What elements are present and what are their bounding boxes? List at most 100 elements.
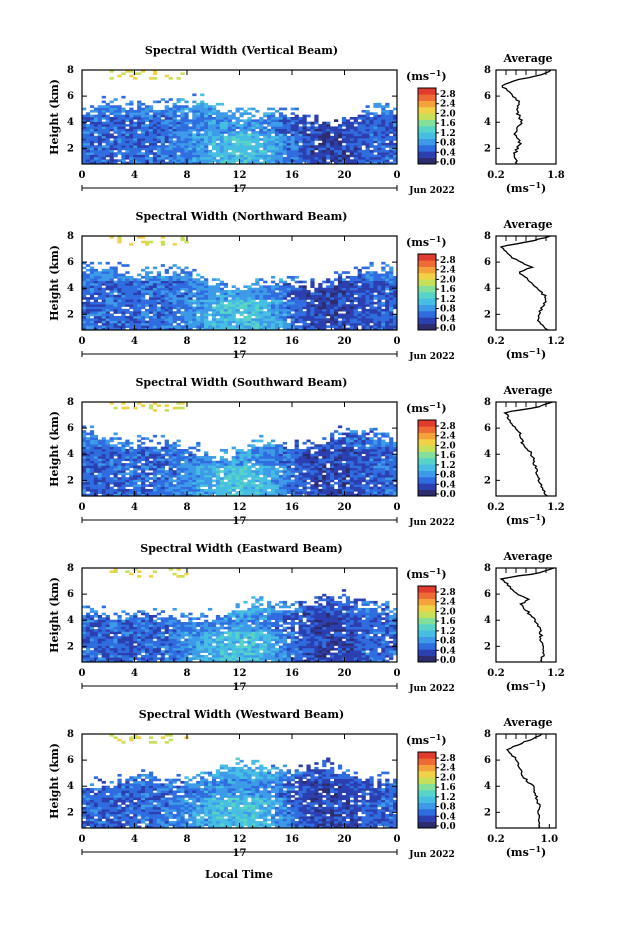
x-tick-label: 0	[394, 834, 401, 845]
y-tick-label: 6	[67, 423, 74, 434]
average-y-tick-label: 6	[484, 589, 491, 600]
average-title: Average	[502, 550, 552, 563]
colorbar-tick-label: 0.0	[440, 324, 456, 334]
x-tick-label: 4	[131, 170, 138, 181]
average-panel: Average 2 4 6 8 0.2 1.0(ms−1)	[484, 716, 558, 859]
colorbar-swatch	[418, 752, 436, 759]
colorbar-swatch	[418, 260, 436, 267]
colorbar-tick-label: 2.0	[440, 773, 456, 783]
colorbar-swatch	[418, 809, 436, 816]
chart-title: Spectral Width (Westward Beam)	[139, 708, 344, 721]
colorbar-tick-label: 0.4	[440, 148, 456, 158]
colorbar-swatch	[418, 426, 436, 433]
colorbar-swatch	[418, 592, 436, 599]
x-tick-label: 16	[285, 336, 299, 347]
average-y-tick-label: 8	[484, 397, 491, 408]
colorbar-swatch	[418, 100, 436, 108]
month-label: Jun 2022	[408, 352, 455, 362]
colorbar-swatch	[418, 304, 436, 312]
colorbar-swatch	[418, 483, 436, 490]
x-tick-label: 16	[285, 668, 299, 679]
date-label: 17	[233, 516, 247, 527]
panel-3: Spectral Width (Southward Beam)0 4 8 12 16 20…	[48, 376, 565, 528]
average-y-tick-label: 6	[484, 423, 491, 434]
x-tick-label: 0	[79, 170, 86, 181]
colorbar-unit: (ms−1)	[406, 68, 447, 83]
colorbar-tick-label: 2.0	[440, 109, 456, 119]
colorbar-swatch	[418, 151, 436, 158]
heatmap-field	[82, 734, 398, 829]
colorbar-tick-label: 0.4	[440, 314, 456, 324]
colorbar-swatch	[418, 285, 436, 293]
average-title: Average	[502, 716, 552, 729]
colorbar-swatch	[418, 138, 436, 146]
date-label: 17	[233, 184, 247, 195]
colorbar-swatch	[418, 292, 436, 299]
y-tick-label: 8	[67, 563, 74, 574]
colorbar-tick-label: 0.0	[440, 490, 456, 500]
average-title: Average	[502, 218, 552, 231]
panel-4: Spectral Width (Eastward Beam)0 4 8 12 16 20 0…	[48, 542, 565, 694]
average-profile-line	[499, 235, 551, 331]
y-axis-label: Height (km)	[48, 577, 61, 653]
colorbar-swatch	[418, 796, 436, 803]
chart-title: Spectral Width (Southward Beam)	[135, 376, 347, 389]
average-x-unit: (ms−1)	[506, 844, 547, 859]
average-y-tick-label: 4	[484, 117, 491, 128]
colorbar-swatch	[418, 586, 436, 593]
y-tick-label: 8	[67, 231, 74, 242]
colorbar-swatch	[418, 439, 436, 446]
colorbar-tick-label: 2.0	[440, 275, 456, 285]
average-y-tick-label: 6	[484, 91, 491, 102]
x-axis-label: Local Time	[205, 868, 273, 881]
colorbar-tick-label: 2.0	[440, 607, 456, 617]
colorbar-tick-label: 0.0	[440, 158, 456, 168]
colorbar-swatch	[418, 119, 436, 127]
colorbar-swatch	[418, 783, 436, 791]
y-tick-label: 4	[67, 117, 74, 128]
colorbar-swatch	[418, 790, 436, 797]
colorbar: 2.82.42.01.61.20.80.40.0 (ms−1)	[406, 68, 456, 168]
colorbar-frame	[417, 585, 437, 663]
colorbar-swatch	[418, 643, 436, 650]
x-tick-label: 4	[131, 834, 138, 845]
average-y-tick-label: 4	[484, 283, 491, 294]
chart-title: Spectral Width (Northward Beam)	[136, 210, 348, 223]
date-label: 17	[233, 350, 247, 361]
x-tick-label: 4	[131, 502, 138, 513]
colorbar-tick-label: 0.4	[440, 646, 456, 656]
average-title: Average	[502, 52, 552, 65]
colorbar-unit: (ms−1)	[406, 732, 447, 747]
average-y-tick-label: 2	[484, 641, 491, 652]
average-x-tick-label: 0.2	[487, 668, 504, 679]
average-x-tick-label: 1.2	[547, 336, 564, 347]
colorbar-swatch	[418, 777, 436, 784]
colorbar-swatch	[418, 477, 436, 484]
x-tick-label: 12	[233, 336, 247, 347]
colorbar-tick-label: 2.4	[440, 598, 456, 608]
y-tick-label: 2	[67, 641, 74, 652]
average-y-tick-label: 6	[484, 257, 491, 268]
colorbar-tick-label: 0.8	[440, 471, 456, 481]
colorbar-frame	[417, 751, 437, 829]
colorbar-tick-label: 2.4	[440, 432, 456, 442]
x-tick-label: 0	[79, 502, 86, 513]
x-tick-label: 20	[338, 834, 352, 845]
colorbar-swatch	[418, 655, 436, 663]
colorbar-tick-label: 1.2	[440, 793, 456, 803]
x-tick-label: 8	[184, 336, 191, 347]
average-y-tick-label: 4	[484, 781, 491, 792]
y-tick-label: 4	[67, 781, 74, 792]
colorbar-tick-label: 1.6	[440, 285, 456, 295]
colorbar-tick-label: 2.4	[440, 100, 456, 110]
month-label: Jun 2022	[408, 850, 455, 860]
x-tick-label: 20	[338, 170, 352, 181]
colorbar: 2.82.42.01.61.20.80.40.0 (ms−1)	[406, 566, 456, 666]
colorbar-swatch	[418, 821, 436, 829]
colorbar-swatch	[418, 598, 436, 606]
colorbar-swatch	[418, 489, 436, 497]
average-y-tick-label: 4	[484, 449, 491, 460]
average-y-tick-label: 8	[484, 231, 491, 242]
y-tick-label: 6	[67, 589, 74, 600]
